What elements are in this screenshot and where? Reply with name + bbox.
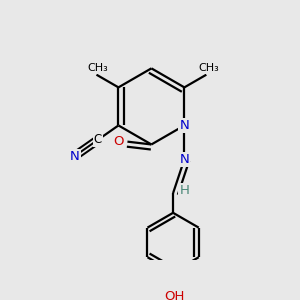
- Text: O: O: [114, 135, 124, 148]
- Text: H: H: [179, 184, 189, 197]
- Text: CH₃: CH₃: [199, 64, 220, 74]
- Text: N: N: [179, 119, 189, 132]
- Text: CH₃: CH₃: [88, 64, 108, 74]
- Text: C: C: [94, 134, 102, 146]
- Text: N: N: [70, 150, 80, 163]
- Text: OH: OH: [164, 290, 185, 300]
- Text: N: N: [179, 153, 189, 166]
